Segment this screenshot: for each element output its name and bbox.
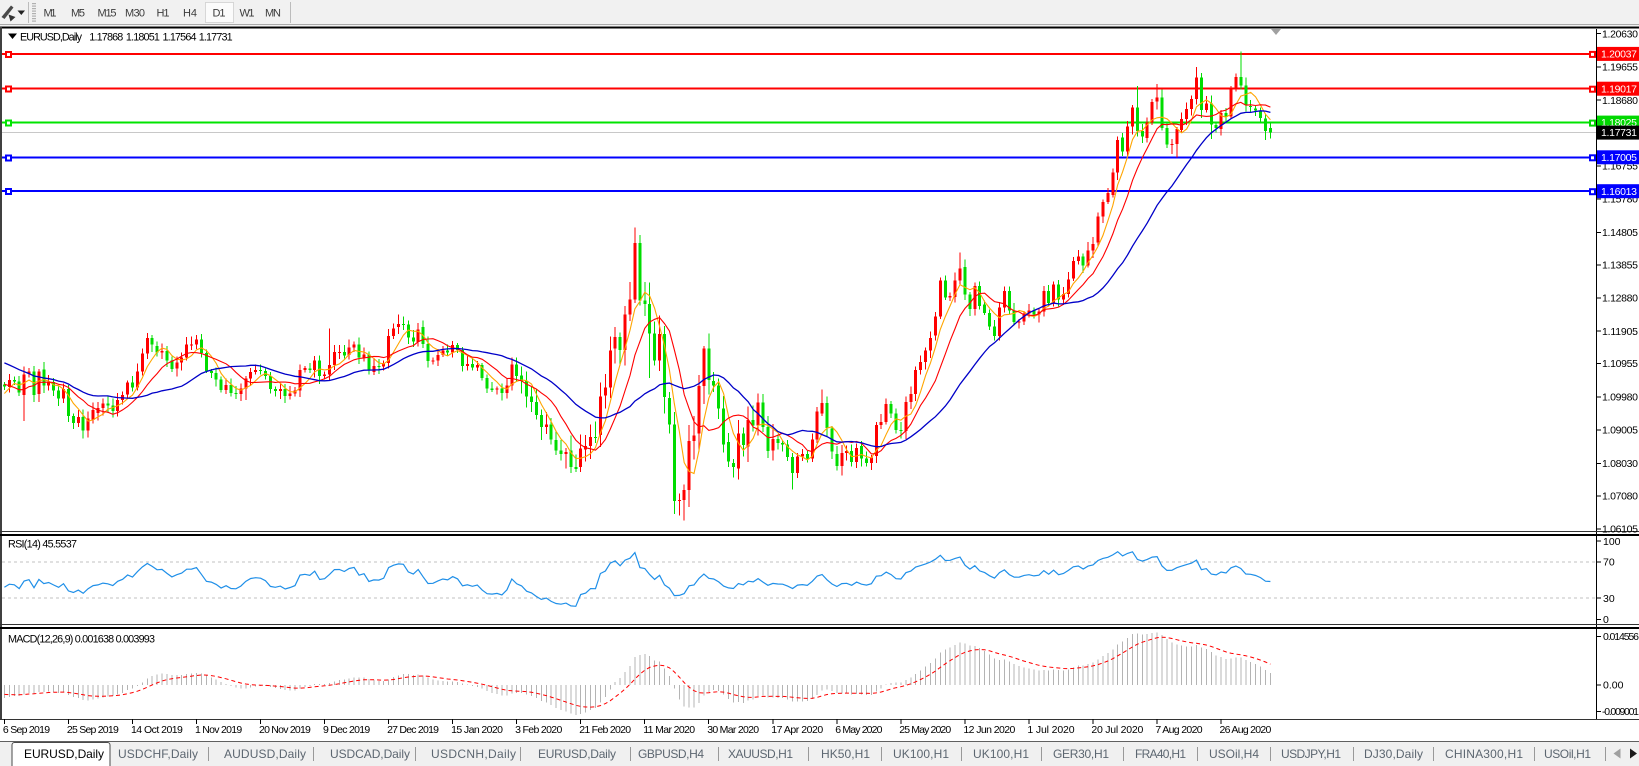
svg-text:25 Sep 2019: 25 Sep 2019 (67, 724, 119, 736)
svg-text:EURUSD,Daily: EURUSD,Daily (24, 747, 104, 761)
svg-text:USDCAD,Daily: USDCAD,Daily (330, 747, 410, 761)
svg-text:1.17868: 1.17868 (89, 32, 123, 44)
svg-text:M15: M15 (98, 8, 117, 20)
svg-text:W1: W1 (240, 8, 255, 20)
svg-text:6 May 2020: 6 May 2020 (835, 724, 882, 736)
svg-text:1.09980: 1.09980 (1602, 392, 1638, 404)
svg-text:USOil,H1: USOil,H1 (1544, 747, 1591, 761)
svg-text:USDCHF,Daily: USDCHF,Daily (118, 747, 198, 761)
svg-text:1.18680: 1.18680 (1602, 95, 1638, 107)
svg-text:UK100,H1: UK100,H1 (893, 747, 949, 761)
svg-text:1.17564: 1.17564 (163, 32, 197, 44)
svg-text:H4: H4 (183, 8, 197, 20)
svg-text:0.00: 0.00 (1603, 680, 1624, 692)
svg-text:70: 70 (1603, 557, 1615, 569)
svg-text:1.16013: 1.16013 (1601, 186, 1637, 198)
svg-text:30: 30 (1603, 593, 1615, 605)
svg-text:1.11905: 1.11905 (1602, 326, 1638, 338)
svg-text:1.07080: 1.07080 (1602, 490, 1638, 502)
svg-text:6 Sep 2019: 6 Sep 2019 (3, 724, 50, 736)
svg-text:1 Jul 2020: 1 Jul 2020 (1027, 724, 1074, 736)
svg-text:CHINA300,H1: CHINA300,H1 (1445, 747, 1523, 761)
svg-text:DJ30,Daily: DJ30,Daily (1364, 747, 1423, 761)
svg-text:30 Mar 2020: 30 Mar 2020 (707, 724, 759, 736)
svg-text:H1: H1 (157, 8, 170, 20)
svg-text:1.18051: 1.18051 (126, 32, 160, 44)
svg-text:M30: M30 (125, 8, 145, 20)
svg-text:M5: M5 (71, 8, 85, 20)
svg-text:11 Mar 2020: 11 Mar 2020 (643, 724, 695, 736)
svg-text:21 Feb 2020: 21 Feb 2020 (579, 724, 631, 736)
svg-text:3 Feb 2020: 3 Feb 2020 (515, 724, 562, 736)
svg-text:9 Dec 2019: 9 Dec 2019 (323, 724, 370, 736)
svg-text:20 Nov 2019: 20 Nov 2019 (259, 724, 311, 736)
svg-text:27 Dec 2019: 27 Dec 2019 (387, 724, 439, 736)
svg-text:1.08030: 1.08030 (1602, 458, 1638, 470)
svg-text:1.14805: 1.14805 (1602, 227, 1638, 239)
svg-text:USDCNH,Daily: USDCNH,Daily (431, 747, 516, 761)
svg-text:GBPUSD,H4: GBPUSD,H4 (638, 747, 704, 761)
svg-text:MACD(12,26,9) 0.001638 0.00399: MACD(12,26,9) 0.001638 0.003993 (8, 634, 155, 646)
svg-text:M1: M1 (44, 8, 57, 20)
svg-text:7 Aug 2020: 7 Aug 2020 (1155, 724, 1202, 736)
svg-text:0: 0 (1603, 614, 1609, 626)
svg-text:14 Oct 2019: 14 Oct 2019 (131, 724, 183, 736)
svg-text:EURUSD,Daily: EURUSD,Daily (538, 747, 616, 761)
svg-text:USOil,H4: USOil,H4 (1209, 747, 1259, 761)
svg-text:-0.009001: -0.009001 (1602, 706, 1639, 718)
svg-text:HK50,H1: HK50,H1 (821, 747, 870, 761)
svg-text:0.014556: 0.014556 (1603, 631, 1639, 643)
svg-text:USDJPY,H1: USDJPY,H1 (1281, 747, 1341, 761)
svg-text:MN: MN (265, 8, 281, 20)
svg-text:20 Jul 2020: 20 Jul 2020 (1091, 724, 1143, 736)
svg-text:1.20037: 1.20037 (1601, 49, 1637, 61)
svg-text:1.19655: 1.19655 (1602, 62, 1638, 74)
svg-text:UK100,H1: UK100,H1 (973, 747, 1029, 761)
svg-text:1.06105: 1.06105 (1602, 524, 1638, 536)
svg-text:15 Jan 2020: 15 Jan 2020 (451, 724, 503, 736)
svg-text:1.17731: 1.17731 (1601, 127, 1637, 139)
svg-text:26 Aug 2020: 26 Aug 2020 (1220, 724, 1272, 736)
svg-text:17 Apr 2020: 17 Apr 2020 (771, 724, 823, 736)
svg-text:1.09005: 1.09005 (1602, 425, 1638, 437)
svg-text:1.10955: 1.10955 (1602, 358, 1638, 370)
svg-text:EURUSD,Daily: EURUSD,Daily (20, 32, 83, 44)
svg-text:100: 100 (1603, 536, 1621, 548)
svg-text:1.17005: 1.17005 (1601, 152, 1637, 164)
svg-text:12 Jun 2020: 12 Jun 2020 (963, 724, 1015, 736)
svg-text:GER30,H1: GER30,H1 (1053, 747, 1109, 761)
svg-text:AUDUSD,Daily: AUDUSD,Daily (224, 747, 306, 761)
svg-text:FRA40,H1: FRA40,H1 (1135, 747, 1186, 761)
svg-text:1 Nov 2019: 1 Nov 2019 (195, 724, 242, 736)
svg-text:25 May 2020: 25 May 2020 (899, 724, 951, 736)
svg-text:RSI(14) 45.5537: RSI(14) 45.5537 (8, 539, 77, 551)
svg-text:D1: D1 (213, 8, 226, 20)
svg-text:1.19017: 1.19017 (1601, 83, 1637, 95)
svg-text:1.13855: 1.13855 (1602, 259, 1638, 271)
svg-text:XAUUSD,H1: XAUUSD,H1 (728, 747, 793, 761)
svg-text:1.17731: 1.17731 (199, 32, 233, 44)
svg-text:1.20630: 1.20630 (1602, 28, 1638, 40)
svg-text:1.12880: 1.12880 (1602, 293, 1638, 305)
